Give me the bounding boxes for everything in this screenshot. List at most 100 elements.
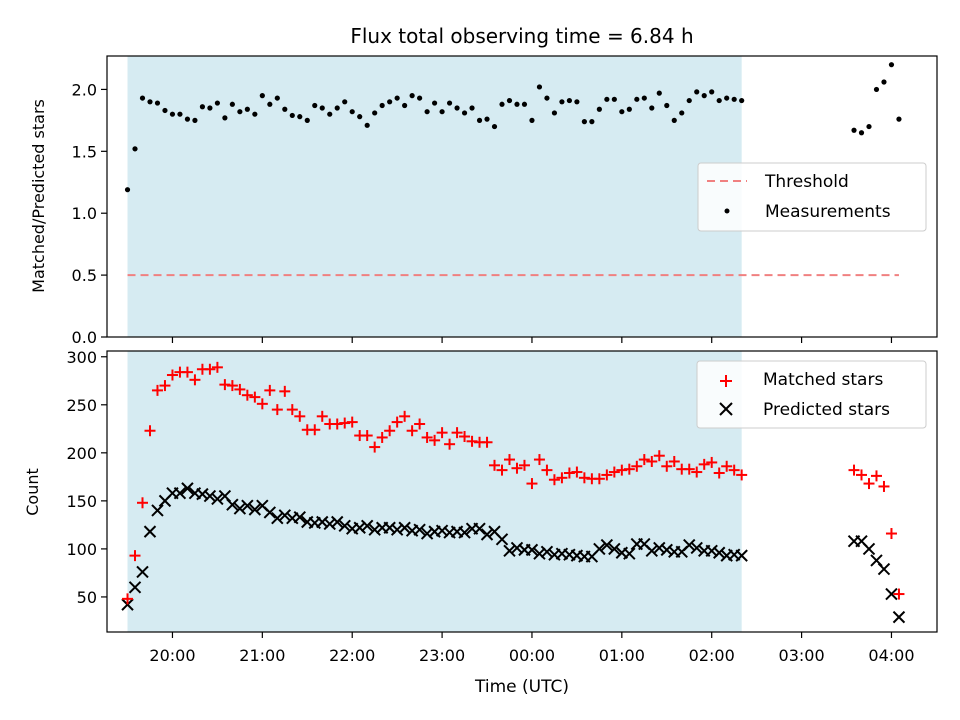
matched-star-marker	[683, 463, 695, 475]
measurement-point	[282, 106, 288, 112]
measurement-point	[499, 101, 505, 107]
bottom-legend-box	[696, 360, 927, 429]
measurement-point	[611, 96, 617, 102]
measurement-point	[319, 105, 325, 111]
measurement-point	[491, 123, 498, 130]
matched-star-marker	[391, 416, 403, 428]
matched-star-marker	[856, 469, 868, 481]
predicted-star-marker	[353, 521, 366, 534]
measurement-point	[312, 102, 318, 109]
predicted-star-marker	[316, 515, 329, 529]
matched-star-marker	[646, 455, 658, 467]
matched-star-marker	[204, 363, 216, 375]
measurement-point	[724, 95, 730, 101]
predicted-star-marker	[211, 492, 224, 506]
measurement-point	[529, 117, 535, 123]
top-x-ticks	[171, 337, 893, 343]
bottom-plot-frame	[106, 350, 938, 633]
measurement-point	[506, 97, 513, 104]
matched-star-marker	[406, 425, 418, 437]
matched-star-marker	[189, 374, 201, 386]
measurement-point	[566, 97, 573, 104]
predicted-star-marker	[293, 510, 306, 524]
predicted-star-marker	[862, 542, 876, 556]
measurement-point	[431, 100, 438, 106]
matched-star-marker	[638, 454, 650, 466]
matched-star-marker	[593, 473, 605, 485]
matched-star-marker	[601, 469, 613, 481]
matched-star-marker	[451, 427, 463, 439]
matched-star-marker	[264, 384, 276, 396]
predicted-star-marker	[525, 543, 539, 557]
measurement-point	[619, 109, 625, 115]
matched-star-marker	[122, 593, 134, 605]
bottom-x-ticks: 20:00 21:00 22:00 23:00 00:00 01:00 02:00 03:00…	[149, 632, 915, 665]
bottom-legend: Matched stars Predicted stars	[696, 360, 927, 429]
measurement-point	[177, 111, 183, 117]
predicted-star-marker	[623, 547, 636, 560]
predicted-star-marker	[540, 545, 554, 558]
predicted-star-marker	[600, 538, 614, 552]
predicted-star-marker	[331, 515, 344, 529]
measurement-point	[634, 96, 640, 102]
measurement-point	[641, 95, 647, 101]
bottom-y-ticks: 50 100 150 200 250 300	[66, 348, 107, 607]
measurement-point	[417, 95, 423, 101]
measurement-point	[701, 93, 707, 99]
matched-star-marker	[885, 528, 897, 540]
bottom-y-axis-label: Count	[23, 468, 42, 516]
measurement-point	[364, 122, 370, 128]
measurement-point	[409, 93, 415, 99]
matched-star-marker	[571, 466, 583, 478]
predicted-star-marker	[510, 541, 524, 555]
measurement-point	[139, 95, 146, 101]
predicted-star-marker	[241, 499, 254, 512]
measurement-point	[229, 101, 235, 107]
predicted-star-marker	[390, 523, 404, 536]
predicted-star-marker	[645, 544, 659, 558]
predicted-star-marker	[143, 525, 157, 538]
predicted-star-marker	[593, 542, 606, 556]
predicted-star-marker	[413, 523, 426, 536]
measurement-point	[686, 97, 692, 104]
matched-star-marker	[548, 474, 560, 486]
matched-star-marker	[496, 464, 508, 476]
matched-star-marker	[151, 384, 163, 396]
matched-star-marker	[533, 454, 545, 466]
measurement-point	[267, 101, 273, 107]
measurement-point	[694, 89, 700, 95]
legend-measurements-label: Measurements	[765, 202, 891, 222]
matched-star-marker	[346, 416, 358, 428]
measurement-point	[289, 112, 295, 119]
x-tick-label: 22:00	[329, 646, 375, 665]
predicted-star-marker	[368, 523, 381, 536]
predicted-star-marker	[458, 526, 471, 539]
matched-star-marker	[848, 464, 860, 476]
predicted-star-marker	[690, 541, 703, 555]
matched-star-marker	[286, 404, 298, 416]
matched-star-marker	[444, 438, 456, 450]
matched-star-marker	[376, 431, 388, 443]
measurement-point	[342, 99, 348, 105]
matched-star-marker	[159, 380, 171, 392]
matched-star-marker	[144, 425, 156, 437]
y-tick-label: 50	[77, 588, 97, 607]
measurement-point	[709, 89, 715, 95]
measurement-point	[199, 104, 206, 110]
predicted-star-marker	[435, 524, 449, 537]
measurement-point	[169, 111, 176, 117]
matched-star-marker	[728, 464, 740, 476]
matched-star-marker	[698, 458, 710, 470]
measurement-point	[649, 105, 655, 111]
measurement-point	[259, 93, 265, 99]
x-tick-label: 00:00	[509, 646, 555, 665]
x-tick-label: 20:00	[149, 646, 195, 665]
matched-star-marker	[608, 466, 620, 478]
measurement-point	[664, 102, 670, 109]
matched-star-marker	[503, 454, 515, 466]
legend-threshold-label: Threshold	[764, 172, 849, 192]
measurement-point	[387, 99, 393, 105]
measurement-point	[559, 99, 565, 105]
measurement-point	[671, 117, 677, 123]
predicted-star-marker	[233, 502, 247, 515]
